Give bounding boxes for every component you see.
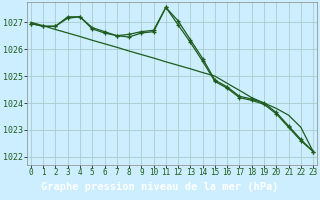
Text: Graphe pression niveau de la mer (hPa): Graphe pression niveau de la mer (hPa) <box>41 181 279 192</box>
